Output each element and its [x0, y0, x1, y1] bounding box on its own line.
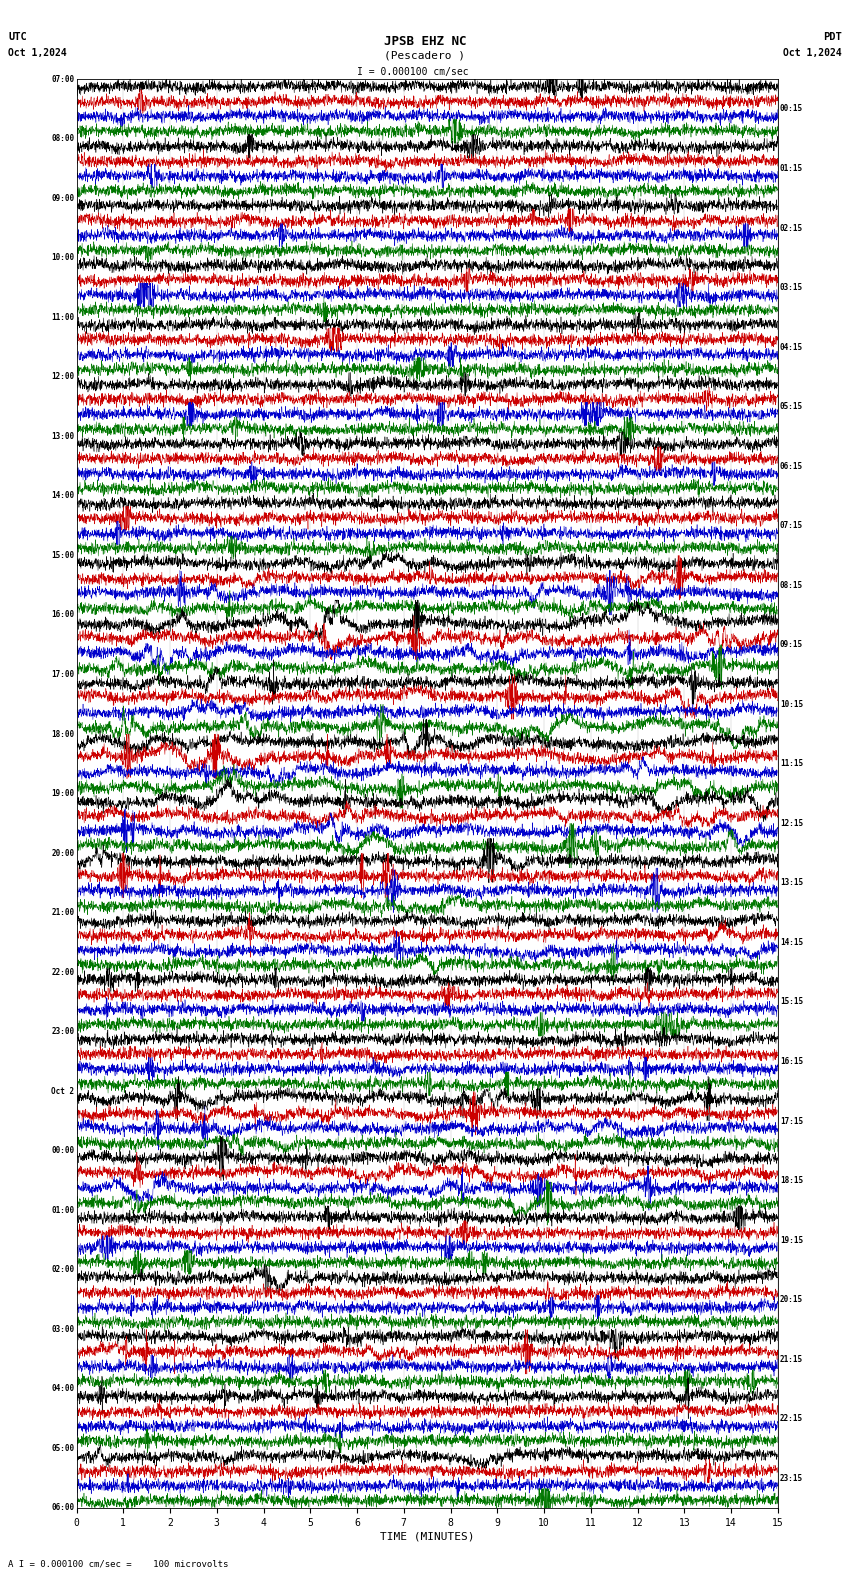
Text: 19:00: 19:00: [51, 789, 75, 798]
Text: Oct 1,2024: Oct 1,2024: [8, 48, 67, 57]
Text: 15:15: 15:15: [779, 998, 803, 1006]
Text: PDT: PDT: [823, 32, 842, 41]
Text: 22:15: 22:15: [779, 1415, 803, 1422]
Text: 10:15: 10:15: [779, 700, 803, 708]
Text: 08:15: 08:15: [779, 581, 803, 589]
Text: Oct 1,2024: Oct 1,2024: [783, 48, 842, 57]
Text: 15:00: 15:00: [51, 551, 75, 561]
Text: 05:15: 05:15: [779, 402, 803, 412]
Text: 08:00: 08:00: [51, 135, 75, 143]
Text: 23:15: 23:15: [779, 1473, 803, 1483]
Text: 17:15: 17:15: [779, 1117, 803, 1126]
Text: 09:00: 09:00: [51, 193, 75, 203]
Text: 11:00: 11:00: [51, 312, 75, 322]
Text: 01:00: 01:00: [51, 1205, 75, 1215]
Text: 07:15: 07:15: [779, 521, 803, 531]
Text: 21:00: 21:00: [51, 908, 75, 917]
Text: 00:15: 00:15: [779, 105, 803, 114]
Text: 19:15: 19:15: [779, 1236, 803, 1245]
X-axis label: TIME (MINUTES): TIME (MINUTES): [380, 1532, 474, 1541]
Text: 03:00: 03:00: [51, 1324, 75, 1334]
Text: 20:15: 20:15: [779, 1296, 803, 1304]
Text: 01:15: 01:15: [779, 165, 803, 173]
Text: 06:15: 06:15: [779, 461, 803, 470]
Text: 00:00: 00:00: [51, 1147, 75, 1155]
Text: UTC: UTC: [8, 32, 27, 41]
Text: 20:00: 20:00: [51, 849, 75, 857]
Text: 13:00: 13:00: [51, 432, 75, 440]
Text: 07:00: 07:00: [51, 74, 75, 84]
Text: (Pescadero ): (Pescadero ): [384, 51, 466, 60]
Text: JPSB EHZ NC: JPSB EHZ NC: [383, 35, 467, 48]
Text: 06:00: 06:00: [51, 1503, 75, 1513]
Text: 11:15: 11:15: [779, 759, 803, 768]
Text: 04:00: 04:00: [51, 1384, 75, 1394]
Text: 21:15: 21:15: [779, 1354, 803, 1364]
Text: 02:15: 02:15: [779, 223, 803, 233]
Text: Oct 2: Oct 2: [51, 1087, 75, 1096]
Text: 14:00: 14:00: [51, 491, 75, 501]
Text: 16:15: 16:15: [779, 1057, 803, 1066]
Text: 17:00: 17:00: [51, 670, 75, 680]
Text: 22:00: 22:00: [51, 968, 75, 977]
Text: 18:15: 18:15: [779, 1175, 803, 1185]
Text: 12:00: 12:00: [51, 372, 75, 382]
Text: 02:00: 02:00: [51, 1266, 75, 1275]
Text: 03:15: 03:15: [779, 284, 803, 291]
Text: 13:15: 13:15: [779, 879, 803, 887]
Text: 12:15: 12:15: [779, 819, 803, 828]
Text: 18:00: 18:00: [51, 730, 75, 738]
Text: 04:15: 04:15: [779, 342, 803, 352]
Text: 10:00: 10:00: [51, 253, 75, 263]
Text: 05:00: 05:00: [51, 1445, 75, 1453]
Text: A I = 0.000100 cm/sec =    100 microvolts: A I = 0.000100 cm/sec = 100 microvolts: [8, 1559, 229, 1568]
Text: I = 0.000100 cm/sec: I = 0.000100 cm/sec: [357, 67, 468, 76]
Text: 09:15: 09:15: [779, 640, 803, 649]
Text: 14:15: 14:15: [779, 938, 803, 947]
Text: 23:00: 23:00: [51, 1026, 75, 1036]
Text: 16:00: 16:00: [51, 610, 75, 619]
